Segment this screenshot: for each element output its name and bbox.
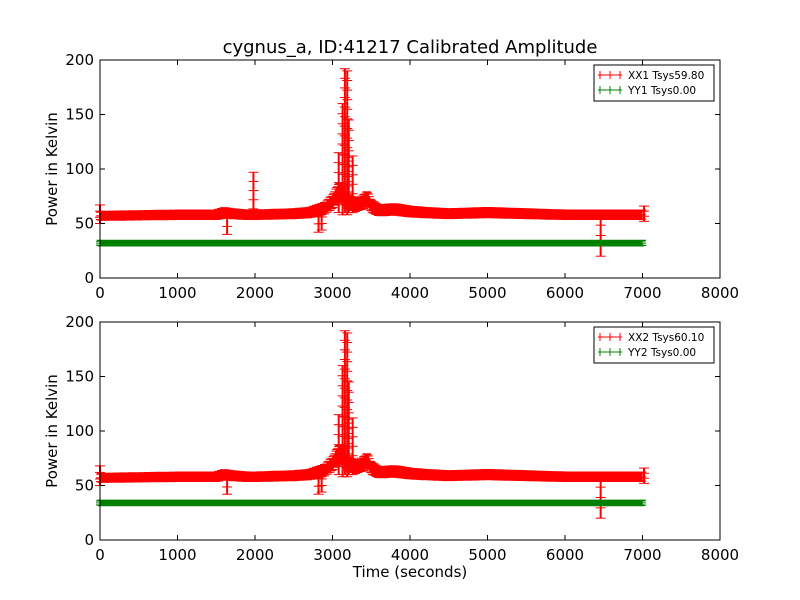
spike — [347, 155, 358, 214]
series-1 — [95, 330, 650, 519]
x-tick-label: 6000 — [546, 284, 584, 302]
y-tick-label: 50 — [75, 215, 94, 233]
x-tick-label: 2000 — [236, 546, 274, 564]
x-tick-label: 3000 — [313, 284, 351, 302]
x-tick-label: 6000 — [546, 546, 584, 564]
spike — [222, 209, 233, 235]
series-1 — [95, 68, 650, 257]
y-axis-label: Power in Kelvin — [43, 112, 61, 226]
y-tick-label: 200 — [65, 313, 94, 331]
spike — [337, 365, 348, 478]
legend-item: XX1 Tsys59.80 — [598, 70, 704, 82]
y-tick-label: 100 — [65, 160, 94, 178]
x-tick-label: 1000 — [158, 546, 196, 564]
x-tick-label: 5000 — [468, 284, 506, 302]
x-tick-label: 2000 — [236, 284, 274, 302]
series-2 — [96, 239, 647, 247]
x-tick-label: 4000 — [391, 284, 429, 302]
x-tick-label: 0 — [95, 284, 105, 302]
x-tick-label: 7000 — [623, 284, 661, 302]
spike — [347, 417, 358, 476]
spike — [333, 414, 344, 476]
spike — [639, 467, 650, 484]
spike — [342, 332, 353, 478]
plot-bottom: 0 1000 2000 3000 4000 5000 6000 7000 8000 0 50 100 1… — [43, 313, 739, 564]
y-tick-label: 200 — [65, 51, 94, 69]
spike — [248, 171, 259, 219]
x-tick-label: 4000 — [391, 546, 429, 564]
spike — [316, 471, 327, 493]
spike — [639, 205, 650, 222]
series-line — [99, 451, 643, 479]
x-tick-label: 5000 — [468, 546, 506, 564]
x-axis-label: Time (seconds) — [352, 563, 468, 581]
plot-top: 0 1000 2000 3000 4000 5000 6000 7000 8000 0 50 100 1… — [43, 51, 739, 302]
y-tick-label: 50 — [75, 477, 94, 495]
spike — [222, 471, 233, 495]
x-tick-label: 7000 — [623, 546, 661, 564]
x-tick-label: 8000 — [701, 284, 739, 302]
spike — [595, 476, 606, 519]
legend-label: XX1 Tsys59.80 — [628, 70, 704, 82]
x-tick-label: 3000 — [313, 546, 351, 564]
x-tick-label: 0 — [95, 546, 105, 564]
legend: XX2 Tsys60.10 YY2 Tsys0.00 — [593, 326, 715, 364]
legend-item: YY2 Tsys0.00 — [598, 347, 696, 359]
y-axis-label: Power in Kelvin — [43, 374, 61, 488]
legend-label: XX2 Tsys60.10 — [628, 332, 704, 344]
legend-item: XX2 Tsys60.10 — [598, 332, 704, 344]
legend-box — [593, 326, 715, 364]
spike — [316, 209, 327, 231]
series-2 — [96, 499, 647, 507]
x-tick-label: 8000 — [701, 546, 739, 564]
legend-item: YY1 Tsys0.00 — [598, 85, 696, 97]
y-tick-label: 100 — [65, 422, 94, 440]
y-tick-label: 150 — [65, 106, 94, 124]
chart-title: cygnus_a, ID:41217 Calibrated Amplitude — [223, 37, 598, 58]
legend: XX1 Tsys59.80 YY1 Tsys0.00 — [593, 64, 715, 102]
legend-box — [593, 64, 715, 102]
legend-label: YY1 Tsys0.00 — [627, 85, 696, 97]
y-tick-label: 0 — [84, 531, 94, 549]
series-line — [99, 189, 643, 217]
y-tick-label: 150 — [65, 368, 94, 386]
y-tick-label: 0 — [84, 269, 94, 287]
x-tick-label: 1000 — [158, 284, 196, 302]
spike — [342, 70, 353, 216]
legend-label: YY2 Tsys0.00 — [627, 347, 696, 359]
